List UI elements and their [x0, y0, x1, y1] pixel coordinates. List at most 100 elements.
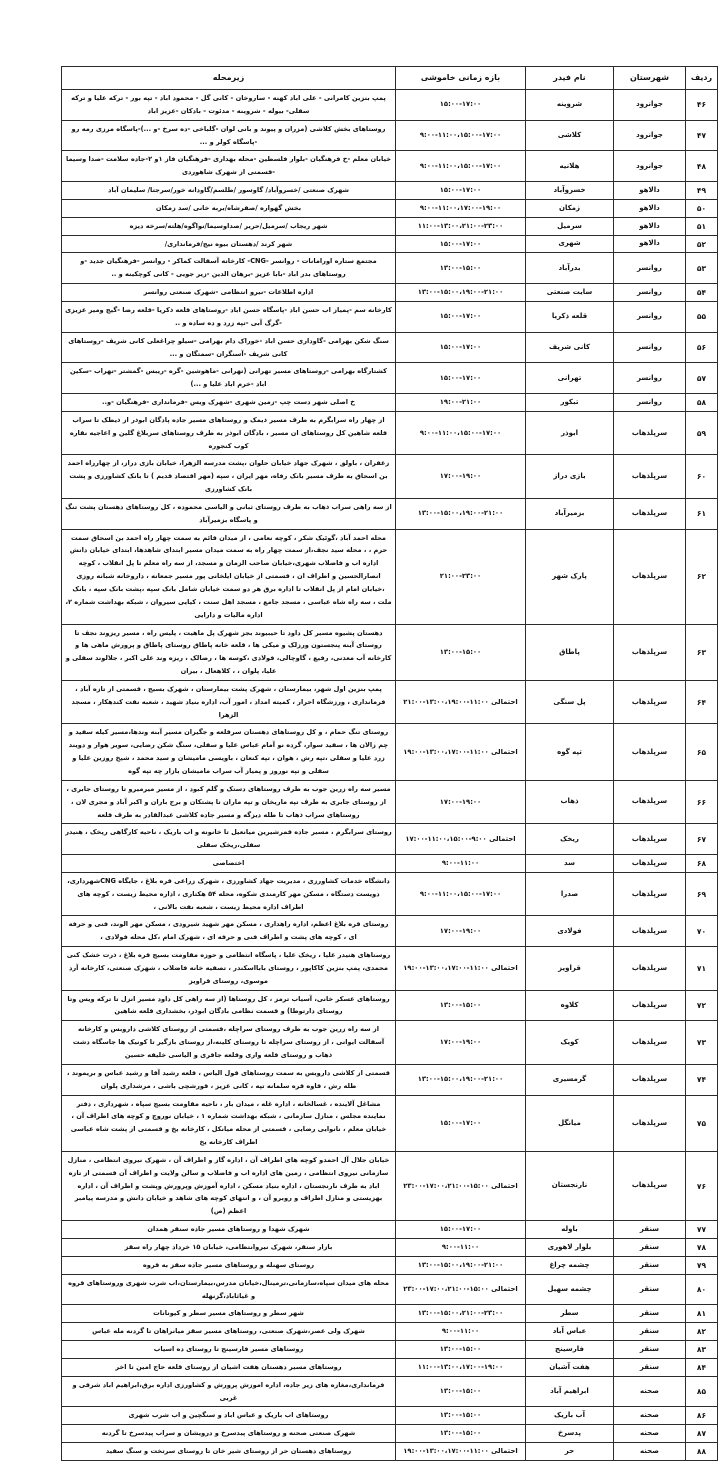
table-row: ۸۰ سنقر چشمه سهیل احتمالی ۱۵:۰۰-۱۷:۰۰،۲۱… — [61, 1273, 718, 1306]
cell-row-number: ۵۳ — [685, 252, 718, 285]
cell-county: سرپلذهاب — [613, 1063, 686, 1096]
cell-feeder: بلوار لاهوری — [525, 1237, 614, 1257]
cell-county: سرپلذهاب — [613, 1020, 686, 1065]
cell-county: سرپلذهاب — [613, 410, 686, 456]
cell-feeder: پدسرخ — [525, 1424, 614, 1444]
cell-row-number: ۴۶ — [685, 89, 718, 121]
cell-row-number: ۶۸ — [685, 854, 718, 873]
cell-sub-neighborhood: روستاهای عسکر خانی، آسیاب ترمز ، کل روست… — [61, 989, 396, 1022]
cell-county: سنقر — [613, 1220, 686, 1239]
cell-feeder: گرمسیری — [525, 1063, 614, 1096]
cell-sub-neighborhood: روستاهای مسیر فارسینج تا روستای ده اسیاب — [61, 1340, 396, 1359]
cell-feeder: قلعه ذکریا — [525, 300, 614, 333]
table-row: ۷۹ سنقر چشمه چراغ ۱۳:۰۰-۱۵:۰۰،۱۹:۰۰-۲۱:۰… — [61, 1255, 718, 1275]
cell-county: سرپلذهاب — [613, 1094, 686, 1152]
cell-sub-neighborhood: روستاهای اب باریک و عباس اباد و سنگچین و… — [61, 1406, 396, 1426]
table-row: ۶۹ سرپلذهاب صدرا ۹:۰۰-۱۱:۰۰،۱۵:۰۰-۱۷:۰۰ … — [61, 871, 718, 917]
cell-outage-time: ۲۱:۰۰-۲۳:۰۰ — [395, 528, 526, 625]
cell-outage-time: ۹:۰۰-۱۱:۰۰ — [395, 1237, 526, 1257]
cell-outage-time: ۱۷:۰۰-۱۹:۰۰ — [395, 779, 526, 825]
cell-outage-time: ۱۳:۰۰-۱۵:۰۰ — [395, 1406, 526, 1426]
table-row: ۶۴ سرپلذهاب پل سنگی احتمالی ۱۱:۰۰-۱۳:۰۰،… — [61, 679, 718, 725]
cell-county: سرپلذهاب — [613, 915, 686, 948]
cell-outage-time: احتمالی ۱۱:۰۰-۱۳:۰۰،۱۷:۰۰-۱۹:۰۰ — [395, 1442, 526, 1461]
table-row: ۵۸ روانسر تبکور ۱۹:۰۰-۲۱:۰۰ خ اصلی شهر د… — [61, 393, 718, 412]
cell-row-number: ۸۳ — [685, 1340, 718, 1359]
cell-county: صحنه — [613, 1424, 686, 1444]
cell-county: سنقر — [613, 1322, 686, 1342]
cell-sub-neighborhood: روستاهای بخش کلاشی (مزران و پیوند و بانی… — [61, 119, 396, 152]
cell-row-number: ۷۹ — [685, 1255, 718, 1275]
cell-feeder: ذهاب — [525, 779, 614, 825]
cell-sub-neighborhood: شهرک ولی عصر،شهرک صنعتی، روستاهای مسیر س… — [61, 1322, 396, 1342]
cell-sub-neighborhood: روستای قره بلاغ اعظم، اداره راهداری ، مس… — [61, 915, 396, 948]
cell-sub-neighborhood: قسمتی از کلاشی داروبس به سمت روستاهای قو… — [61, 1063, 396, 1096]
cell-feeder: هلانیه — [525, 150, 614, 183]
table-row: ۷۵ سرپلذهاب میانگل ۱۵:۰۰-۱۷:۰۰ مشاغل آلا… — [61, 1094, 718, 1152]
table-row: ۵۷ روانسر تهرانی ۱۵:۰۰-۱۷:۰۰ کشتارگاه به… — [61, 362, 718, 395]
cell-row-number: ۸۸ — [685, 1442, 718, 1461]
cell-sub-neighborhood: روستاهای دهستان حر از روستای شیر خان تا … — [61, 1442, 396, 1461]
cell-feeder: ابوذر — [525, 410, 614, 456]
cell-outage-time: ۱۳:۰۰-۱۵:۰۰ — [395, 1375, 526, 1408]
outage-schedule-table: ردیف شهرستان نام فیدر بازه زمانی خاموشی … — [61, 66, 718, 1461]
cell-row-number: ۶۵ — [685, 723, 718, 781]
cell-row-number: ۶۰ — [685, 454, 718, 499]
table-row: ۷۲ سرپلذهاب کلاوه ۱۳:۰۰-۱۵:۰۰ روستاهای ع… — [61, 989, 718, 1022]
cell-outage-time: احتمالی ۱۱:۰۰-۱۳:۰۰،۱۷:۰۰-۱۹:۰۰ — [395, 723, 526, 781]
cell-feeder: تپه گوه — [525, 723, 614, 781]
table-row: ۷۱ سرپلذهاب قراویز احتمالی ۱۱:۰۰-۱۳:۰۰،۱… — [61, 946, 718, 991]
cell-row-number: ۷۱ — [685, 946, 718, 991]
cell-outage-time: ۱۵:۰۰-۱۷:۰۰ — [395, 181, 526, 200]
cell-outage-time: ۱۳:۰۰-۱۵:۰۰،۱۹:۰۰-۲۱:۰۰ — [395, 1063, 526, 1096]
table-row: ۶۲ سرپلذهاب پارک شهر ۲۱:۰۰-۲۳:۰۰ محله اح… — [61, 528, 718, 625]
cell-outage-time: ۱۵:۰۰-۱۷:۰۰ — [395, 89, 526, 121]
cell-row-number: ۶۶ — [685, 779, 718, 825]
cell-sub-neighborhood: روستای سهنله و روستاهای مسیر جاده سقز به… — [61, 1255, 396, 1275]
table-row: ۴۸ جوانرود هلانیه ۹:۰۰-۱۱:۰۰،۱۵:۰۰-۱۷:۰۰… — [61, 150, 718, 183]
cell-outage-time: ۹:۰۰-۱۱:۰۰،۱۷:۰۰-۱۹:۰۰ — [395, 198, 526, 218]
cell-sub-neighborhood: شهر کرند /دهستان بیوه نیج/فرمانداری/ — [61, 234, 396, 254]
cell-county: سنقر — [613, 1273, 686, 1306]
cell-row-number: ۵۲ — [685, 234, 718, 254]
table-row: ۶۷ سرپلذهاب ریخک احتمالی ۹:۰۰-۱۱:۰۰،۱۵:۰… — [61, 823, 718, 856]
header-area: زیرمحله — [61, 66, 396, 90]
cell-sub-neighborhood: شهر سطر و روستاهای مسیر سطر و کیونانات — [61, 1304, 396, 1324]
cell-county: سرپلذهاب — [613, 871, 686, 917]
cell-county: جوانرود — [613, 150, 686, 183]
cell-row-number: ۵۹ — [685, 410, 718, 456]
cell-outage-time: ۱۱:۰۰-۱۳:۰۰،۱۷:۰۰-۱۹:۰۰ — [395, 1357, 526, 1377]
table-row: ۷۸ سنقر بلوار لاهوری ۹:۰۰-۱۱:۰۰ بازار سن… — [61, 1237, 718, 1257]
cell-county: سنقر — [613, 1255, 686, 1275]
cell-sub-neighborhood: بازار سنقر، شهرک نیروانتظامی، خیابان ۱۵ … — [61, 1237, 396, 1257]
cell-sub-neighborhood: محله احمد آباد ،گوئیک شکر ، کوچه نعامی ،… — [61, 528, 396, 625]
cell-row-number: ۸۷ — [685, 1424, 718, 1444]
cell-feeder: سطر — [525, 1304, 614, 1324]
cell-outage-time: ۱۵:۰۰-۱۷:۰۰ — [395, 234, 526, 254]
cell-row-number: ۷۷ — [685, 1220, 718, 1239]
table-row: ۵۲ دالاهو شهری ۱۵:۰۰-۱۷:۰۰ شهر کرند /دهس… — [61, 234, 718, 254]
cell-sub-neighborhood: از سه راهی سراب ذهاب به طرف روستای ثبانی… — [61, 497, 396, 530]
table-row: ۶۳ سرپلذهاب پاطاق ۱۳:۰۰-۱۵:۰۰ دهستان پشی… — [61, 623, 718, 681]
cell-row-number: ۷۳ — [685, 1020, 718, 1065]
table-row: ۵۹ سرپلذهاب ابوذر ۹:۰۰-۱۱:۰۰،۱۵:۰۰-۱۷:۰۰… — [61, 410, 718, 456]
cell-feeder: بازی دراز — [525, 454, 614, 499]
cell-sub-neighborhood: محله های میدان سپاه،سازمانی،ترمینال،خیاب… — [61, 1273, 396, 1306]
cell-feeder: میانگل — [525, 1094, 614, 1152]
table-row: ۵۶ روانسر کانی شریف ۱۵:۰۰-۱۷:۰۰ سنگ شکن … — [61, 331, 718, 364]
cell-outage-time: ۱۵:۰۰-۱۷:۰۰ — [395, 362, 526, 395]
cell-sub-neighborhood: بخش گهواره /صفرشاه/بربه خانی /سد زمکان — [61, 198, 396, 218]
cell-outage-time: ۱۷:۰۰-۱۹:۰۰ — [395, 915, 526, 948]
cell-outage-time: احتمالی ۱۱:۰۰-۱۳:۰۰،۱۷:۰۰-۱۹:۰۰ — [395, 946, 526, 991]
cell-row-number: ۷۴ — [685, 1063, 718, 1096]
cell-feeder: کویک — [525, 1020, 614, 1065]
cell-row-number: ۴۹ — [685, 181, 718, 200]
cell-row-number: ۷۰ — [685, 915, 718, 948]
cell-feeder: زمکان — [525, 198, 614, 218]
table-row: ۸۸ صحنه حر احتمالی ۱۱:۰۰-۱۳:۰۰،۱۷:۰۰-۱۹:… — [61, 1442, 718, 1461]
cell-feeder: بدرآباد — [525, 252, 614, 285]
cell-sub-neighborhood: مسیر سه راه زرین جوب به طرف روستاهای دست… — [61, 779, 396, 825]
cell-outage-time: ۹:۰۰-۱۱:۰۰،۱۵:۰۰-۱۷:۰۰ — [395, 871, 526, 917]
cell-row-number: ۶۴ — [685, 679, 718, 725]
header-county: شهرستان — [613, 66, 686, 90]
